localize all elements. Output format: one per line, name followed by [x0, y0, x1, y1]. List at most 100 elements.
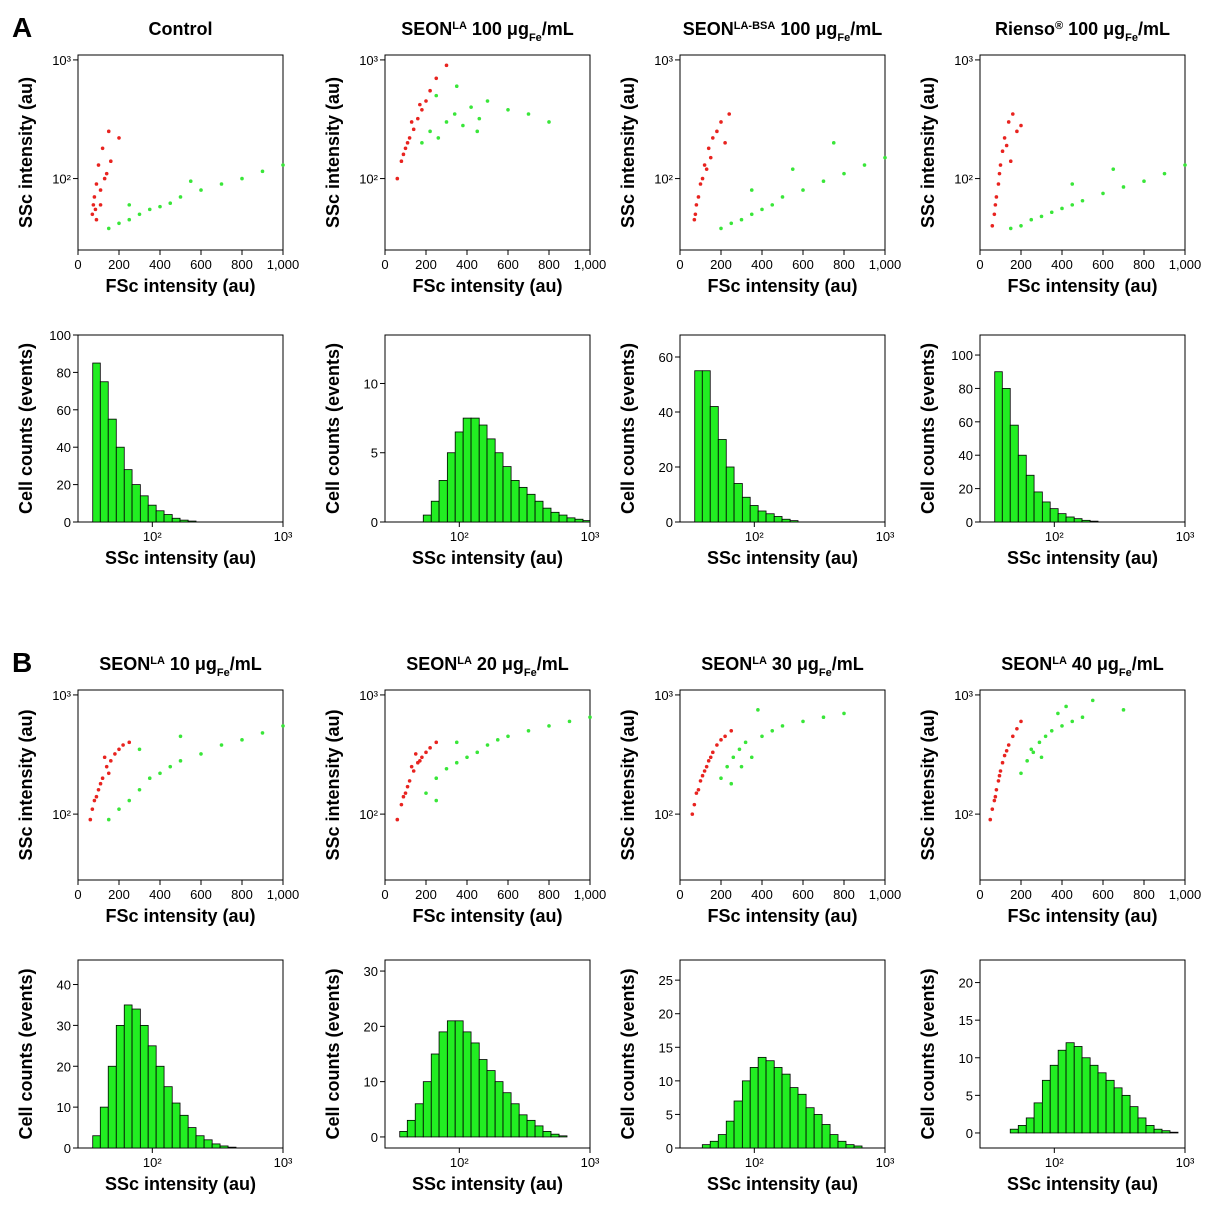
- histogram-bar: [757, 1056, 767, 1149]
- y-axis-label: SSc intensity (au): [618, 709, 638, 860]
- y-tick-label: 10: [659, 1074, 673, 1089]
- data-point: [719, 226, 723, 231]
- histogram-bar: [1113, 1087, 1123, 1134]
- data-point: [127, 203, 132, 207]
- data-point: [117, 807, 121, 811]
- histogram-bar: [1057, 513, 1067, 523]
- title-part: LA: [1052, 655, 1067, 667]
- x-tick-label: 800: [833, 887, 855, 902]
- data-point: [693, 212, 698, 217]
- x-axis-label: SSc intensity (au): [1007, 548, 1158, 568]
- data-point: [127, 217, 132, 222]
- data-point: [434, 76, 439, 81]
- histogram-bar: [187, 1127, 197, 1149]
- y-tick-label: 5: [666, 1107, 673, 1122]
- x-tick-label: 10²: [1045, 529, 1064, 544]
- data-point: [137, 787, 142, 792]
- data-point: [475, 129, 480, 134]
- title-part: 100 μg: [775, 19, 837, 39]
- data-point: [106, 129, 111, 134]
- histogram-bar: [446, 1020, 456, 1138]
- data-point: [1162, 171, 1167, 176]
- data-point: [1090, 698, 1095, 703]
- histogram-bar: [99, 381, 109, 523]
- title-part: Fe: [1119, 667, 1132, 679]
- plot-frame: [77, 54, 284, 251]
- title-part: Control: [149, 19, 213, 39]
- data-point: [756, 708, 760, 712]
- data-point: [547, 120, 551, 124]
- histogram-bar: [422, 1081, 432, 1138]
- histogram-bar: [837, 1140, 847, 1149]
- x-tick-label: 600: [497, 257, 519, 272]
- x-tick-label: 0: [976, 887, 983, 902]
- data-point: [719, 776, 723, 781]
- histogram-bar: [1081, 519, 1091, 523]
- data-point: [1043, 734, 1048, 739]
- x-tick-label: 10³: [1176, 1155, 1195, 1170]
- x-axis-label: FSc intensity (au): [105, 906, 255, 926]
- data-point: [100, 776, 105, 781]
- x-tick-label: 200: [108, 887, 130, 902]
- data-point: [444, 766, 449, 771]
- data-point: [749, 212, 754, 217]
- histogram-bar: [92, 362, 101, 523]
- histogram-bar: [1089, 520, 1099, 523]
- y-axis-label: Cell counts (events): [323, 968, 343, 1139]
- x-tick-label: 200: [1010, 887, 1032, 902]
- y-tick-label: 60: [959, 415, 973, 430]
- histogram-bar: [171, 1102, 181, 1149]
- data-point: [94, 217, 99, 222]
- histogram-bar: [510, 480, 520, 523]
- title-part: /mL: [1132, 654, 1164, 674]
- y-axis-label: Cell counts (events): [918, 343, 938, 514]
- x-axis-label: SSc intensity (au): [412, 1174, 563, 1194]
- data-point: [407, 779, 412, 783]
- x-tick-label: 1,000: [574, 887, 607, 902]
- data-point: [998, 163, 1003, 167]
- data-point: [158, 204, 162, 209]
- data-point: [780, 195, 785, 199]
- histogram-bar: [470, 417, 480, 523]
- histogram-bar: [406, 1119, 416, 1138]
- panel: 10² 10³ 0 20 40 60 80 100 SSc intensity (au) Cell…: [16, 328, 293, 568]
- y-axis-label: SSc intensity (au): [16, 77, 36, 228]
- x-tick-label: 10²: [450, 529, 469, 544]
- title-part: ®: [1055, 20, 1063, 32]
- data-point: [113, 752, 117, 756]
- data-point: [739, 217, 744, 222]
- data-point: [403, 146, 408, 151]
- data-point: [996, 182, 1001, 186]
- histogram-bar: [797, 1093, 807, 1149]
- y-tick-label: 10: [57, 1100, 71, 1115]
- y-tick-label: 60: [659, 350, 673, 365]
- data-point: [106, 771, 111, 776]
- data-point: [1056, 711, 1060, 716]
- y-tick-label: 30: [364, 964, 378, 979]
- title-part: LA: [150, 655, 165, 667]
- histogram-bar: [92, 1135, 101, 1149]
- data-point: [1019, 223, 1023, 228]
- data-point: [731, 755, 736, 760]
- x-tick-label: 200: [710, 887, 732, 902]
- histogram-bar: [99, 1106, 109, 1149]
- data-point: [1142, 179, 1146, 184]
- y-tick-label: 20: [659, 460, 673, 475]
- data-point: [424, 99, 428, 103]
- data-point: [760, 734, 764, 739]
- histogram-bar: [534, 1125, 544, 1138]
- chart-title: SEONLA 40 μgFe/mL: [1001, 654, 1164, 679]
- data-point: [104, 171, 109, 176]
- data-point: [715, 129, 719, 134]
- histogram-bar: [701, 1144, 711, 1149]
- data-point: [434, 740, 439, 745]
- title-part: Fe: [524, 667, 537, 679]
- data-point: [692, 217, 697, 222]
- title-part: /mL: [850, 19, 882, 39]
- histogram-bar: [163, 514, 173, 523]
- title-part: SEON: [99, 654, 150, 674]
- data-point: [997, 171, 1002, 176]
- data-point: [1004, 748, 1009, 753]
- x-tick-label: 1,000: [574, 257, 607, 272]
- histogram-bar: [1081, 1057, 1091, 1134]
